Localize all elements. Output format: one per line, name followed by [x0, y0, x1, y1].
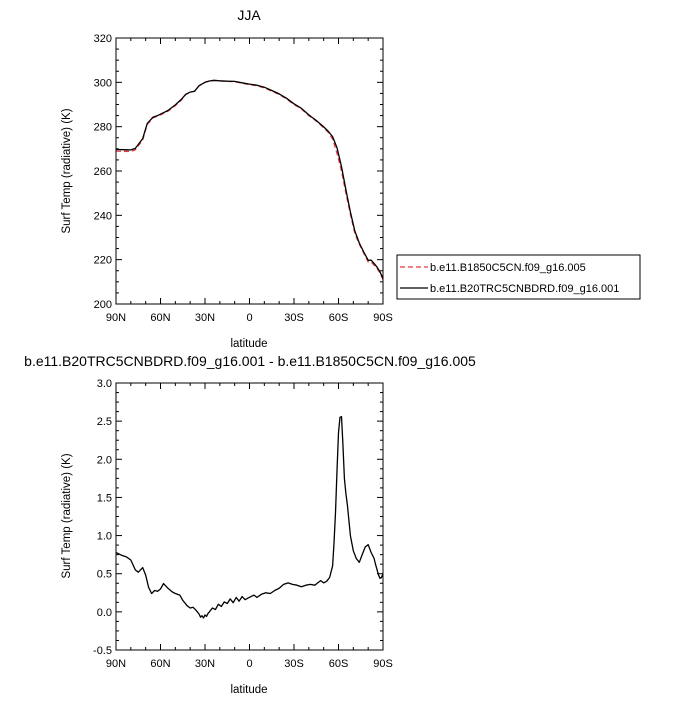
y-tick-label: 280 [94, 122, 112, 134]
series-line-1 [115, 415, 384, 619]
panel-2: b.e11.B20TRC5CNBDRD.f09_g16.001 - b.e11.… [24, 353, 476, 696]
panel-2-title: b.e11.B20TRC5CNBDRD.f09_g16.001 - b.e11.… [24, 353, 476, 369]
x-tick-label: 30N [195, 312, 215, 324]
y-tick-label: 2.5 [97, 416, 112, 428]
y-tick-label: 200 [94, 299, 112, 311]
x-tick-label: 90S [373, 312, 393, 324]
x-tick-label: 30S [284, 658, 304, 670]
x-tick-label: 60S [329, 658, 349, 670]
legend: b.e11.B1850C5CN.f09_g16.005 b.e11.B20TRC… [396, 254, 641, 300]
x-tick-label: 90S [373, 658, 393, 670]
x-tick-label: 30S [284, 312, 304, 324]
legend-label-1: b.e11.B1850C5CN.f09_g16.005 [430, 262, 586, 274]
panel-1-xlabel: latitude [230, 338, 267, 350]
panel-1: JJA Surf Temp (radiative) (K) latitude 2… [61, 7, 641, 350]
y-tick-label: 2.0 [97, 454, 112, 466]
x-tick-label: 60S [329, 312, 349, 324]
series-line-1 [115, 79, 384, 280]
panel-1-plot-frame [115, 37, 384, 305]
y-tick-label: 220 [94, 255, 112, 267]
panel-2-ylabel: Surf Temp (radiative) (K) [61, 453, 73, 578]
x-tick-label: 60N [150, 312, 170, 324]
panel-2-series [115, 415, 384, 619]
x-tick-label: 0 [246, 658, 252, 670]
series-line-2 [115, 79, 384, 279]
legend-box [396, 254, 641, 300]
y-tick-label: -0.5 [93, 645, 112, 657]
y-tick-label: 0.0 [97, 607, 112, 619]
y-tick-label: 320 [94, 33, 112, 45]
x-tick-label: 90N [106, 658, 126, 670]
y-tick-label: 0.5 [97, 569, 112, 581]
x-tick-label: 90N [106, 312, 126, 324]
panel-2-plot-frame [115, 382, 384, 651]
panel-2-ticks: -0.5 0.0 0.5 1.0 1.5 2.0 2.5 3.0 90N 60N 30N 0 30S 60… [93, 378, 393, 670]
panel-2-xlabel: latitude [230, 684, 267, 696]
x-tick-label: 0 [246, 312, 252, 324]
panel-1-ylabel: Surf Temp (radiative) (K) [61, 108, 73, 233]
y-tick-label: 240 [94, 210, 112, 222]
legend-label-2: b.e11.B20TRC5CNBDRD.f09_g16.001 [430, 283, 619, 295]
y-tick-label: 1.5 [97, 492, 112, 504]
x-tick-label: 30N [195, 658, 215, 670]
panel-1-title: JJA [237, 7, 261, 23]
y-tick-label: 3.0 [97, 378, 112, 390]
panel-1-series [115, 79, 384, 280]
x-tick-label: 60N [150, 658, 170, 670]
y-tick-label: 260 [94, 166, 112, 178]
y-tick-label: 1.0 [97, 531, 112, 543]
y-tick-label: 300 [94, 77, 112, 89]
panel-1-ticks: 200 220 240 260 280 300 320 90N 60N 30N 0 30S 60S 90S [94, 33, 393, 324]
